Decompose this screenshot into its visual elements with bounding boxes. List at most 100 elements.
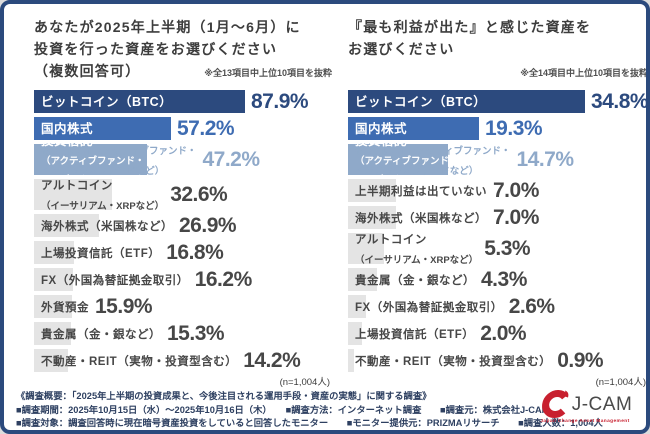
bar-row: アルトコイン （イーサリアム・XRPなど） 5.3%: [348, 233, 646, 266]
bar-label: FX（外国為替証拠金取引）: [34, 270, 189, 289]
bar-label-main: 国内株式: [355, 121, 408, 136]
bar-value: 19.3%: [485, 116, 543, 140]
jcam-logo-text: J-CAM: [571, 393, 633, 415]
jcam-logo-caption: Japan Change Asset Management: [540, 419, 630, 424]
lightblue-bar: [348, 144, 448, 175]
sample-size-label: (n=1,004人): [595, 377, 646, 388]
gray-bar: [348, 322, 362, 345]
bar-value: 87.9%: [251, 89, 309, 113]
chart-title-line: あなたが2025年上半期（1月～6月）に: [34, 19, 301, 35]
bar-row: FX（外国為替証拠金取引） 16.2%: [34, 268, 332, 291]
survey-period-method-line: ■調査期間：2025年10月15日（水）～2025年10月16日（木） ■調査方…: [16, 404, 550, 415]
gray-bar: [34, 349, 68, 372]
bar-label: 投資信託（アクティブファンド・インデックスファンドなど） 投資信託（アクティブファ…: [348, 140, 510, 178]
bar-value: 26.9%: [179, 213, 237, 237]
bar-row: 貴金属（金・銀など） 15.3%: [34, 322, 332, 345]
bar-label-main: 投資信託: [41, 143, 94, 158]
chart-invested-assets: あなたが2025年上半期（1月～6月）に 投資を行った資産をお選びください （複…: [34, 16, 332, 388]
bar-rows: ビットコイン（BTC） ビットコイン（BTC） 34.8% 国内株式 国内株式 19.3%…: [348, 90, 646, 376]
bar-label-line2: インデックスファンドなど）: [355, 175, 448, 179]
bar-row: 海外株式（米国株など） 7.0%: [348, 205, 646, 229]
survey-target-monitor-line: ■調査対象：調査回答時に現在暗号資産投資をしていると回答したモニター ■モニター…: [16, 418, 603, 428]
bar-value: 32.6%: [170, 182, 228, 206]
bar-label-sub: （アクティブファンド・: [407, 146, 511, 158]
bar-label-main: ビットコイン（BTC）: [41, 94, 173, 109]
bar-label: 外貨預金: [34, 297, 89, 316]
bar-label-overlay-text: 国内株式: [34, 119, 171, 138]
bar-row: 投資信託（アクティブファンド・ インデックスファンドなど） 投資信託（アクティブファ…: [34, 140, 332, 179]
bar-row: 国内株式 国内株式 19.3%: [348, 116, 646, 140]
bar-label: ビットコイン（BTC） ビットコイン（BTC）: [348, 92, 585, 111]
bar-row: ビットコイン（BTC） ビットコイン（BTC） 34.8%: [348, 90, 646, 113]
bar-label: 海外株式（米国株など）: [34, 216, 173, 235]
blue-bar: [348, 117, 479, 140]
jcam-logo-row: J-CAM: [538, 390, 633, 418]
bar-label-line2: （イーサリアム・XRPなど）: [355, 254, 479, 266]
bar-label: アルトコイン （イーサリアム・XRPなど）: [348, 229, 478, 267]
bar-label-main: ビットコイン（BTC）: [355, 94, 487, 109]
bar-row: 上場投資信託（ETF） 2.0%: [348, 322, 646, 345]
lightblue-bar: [34, 144, 147, 175]
chart-note: ※全14項目中上位10項目を抜粋: [520, 68, 648, 78]
bar-label: 国内株式 国内株式: [348, 119, 479, 138]
bar-label-overlay: 投資信託 （アクティブファンド・インデックスファンドなど）: [348, 140, 448, 178]
bar-label: 上場投資信託（ETF）: [34, 243, 160, 262]
gray-bar: [34, 179, 112, 210]
bar-label-main: アルトコイン: [41, 180, 113, 193]
bar-label-main: 不動産・REIT（実物・投資型含む）: [355, 355, 552, 368]
gray-bar: [348, 268, 377, 291]
blue-bar: [34, 117, 171, 140]
bar-label-line2: インデックスファンドなど）: [41, 165, 165, 177]
bar-label: 不動産・REIT（実物・投資型含む）: [34, 351, 237, 370]
bar-label: 不動産・REIT（実物・投資型含む）: [348, 351, 551, 370]
bar-label: ビットコイン（BTC） ビットコイン（BTC）: [34, 92, 245, 111]
bar-value: 7.0%: [493, 205, 539, 229]
bar-row: ビットコイン（BTC） ビットコイン（BTC） 87.9%: [34, 90, 332, 113]
chart-title-suffix-row: ※全14項目中上位10項目を抜粋: [348, 60, 648, 82]
bar-label: 海外株式（米国株など）: [348, 208, 487, 227]
bar-label-main: 投資信託: [355, 143, 408, 158]
bar-label-overlay-text: ビットコイン（BTC）: [34, 92, 245, 111]
bar-label-main: 貴金属（金・銀など）: [41, 328, 161, 341]
bar-label: FX（外国為替証拠金取引）: [348, 297, 503, 316]
bar-value: 16.2%: [194, 267, 253, 291]
bar-label-main: 海外株式（米国株など）: [41, 220, 173, 233]
chart-title-line: 投資を行った資産をお選びください: [34, 41, 278, 57]
bar-label-sub: （アクティブファンド・: [355, 155, 448, 167]
gray-bar: [348, 206, 396, 229]
bar-label-overlay: 国内株式: [348, 119, 479, 138]
bar-label-main: 海外株式（米国株など）: [355, 212, 487, 225]
bar-label-line2: インデックスファンドなど）: [41, 175, 147, 179]
bar-value: 4.3%: [481, 267, 527, 291]
bar-label-main: 国内株式: [41, 121, 94, 136]
bar-label-sub: （アクティブファンド・: [93, 146, 197, 158]
bar-value: 57.2%: [177, 116, 235, 140]
jcam-logo-mark-icon: [541, 390, 569, 418]
bar-label-overlay: 投資信託 （アクティブファンド・インデックスファンドなど）: [34, 140, 147, 178]
survey-overview-footer: 《調査概要：「2025年上半期の投資成果と、今後注目される運用手段・資産の実態」…: [16, 390, 603, 430]
bar-label-line2: インデックスファンドなど）: [355, 165, 479, 177]
bar-label-main: 投資信託: [41, 140, 94, 148]
bar-label-main: 貴金属（金・銀など）: [355, 274, 475, 287]
chart-most-profitable-assets: 『最も利益が出た』と感じた資産を お選びください ※全14項目中上位10項目を抜…: [348, 16, 648, 388]
bar-row: 貴金属（金・銀など） 4.3%: [348, 267, 646, 291]
bar-value: 0.9%: [557, 348, 604, 372]
bar-label-main: FX（外国為替証拠金取引）: [41, 274, 189, 287]
bar-row: 投資信託（アクティブファンド・インデックスファンドなど） 投資信託（アクティブファ…: [348, 140, 646, 179]
bar-value: 14.2%: [243, 348, 301, 372]
bar-row: 上場投資信託（ETF） 16.8%: [34, 241, 332, 264]
gray-bar: [34, 268, 73, 291]
bar-label-main: 外貨預金: [41, 301, 89, 314]
bar-label-main: ビットコイン（BTC）: [355, 94, 487, 109]
bar-row: 海外株式（米国株など） 26.9%: [34, 214, 332, 237]
gray-bar: [34, 214, 99, 237]
chart-title-line: お選びください: [348, 41, 455, 57]
bar-rows: ビットコイン（BTC） ビットコイン（BTC） 87.9% 国内株式 国内株式 57.2%…: [34, 90, 332, 376]
gray-bar: [34, 322, 71, 345]
gray-bar: [348, 233, 384, 264]
bar-label: 投資信託（アクティブファンド・ インデックスファンドなど） 投資信託（アクティブファ…: [34, 140, 196, 178]
bar-value: 2.6%: [508, 294, 555, 318]
bar-label-overlay-text: 投資信託 （アクティブファンド・インデックスファンドなど）: [34, 140, 147, 178]
bar-label-overlay-text: 投資信託 （アクティブファンド・インデックスファンドなど）: [348, 140, 448, 178]
bar-label: 国内株式 国内株式: [34, 119, 171, 138]
